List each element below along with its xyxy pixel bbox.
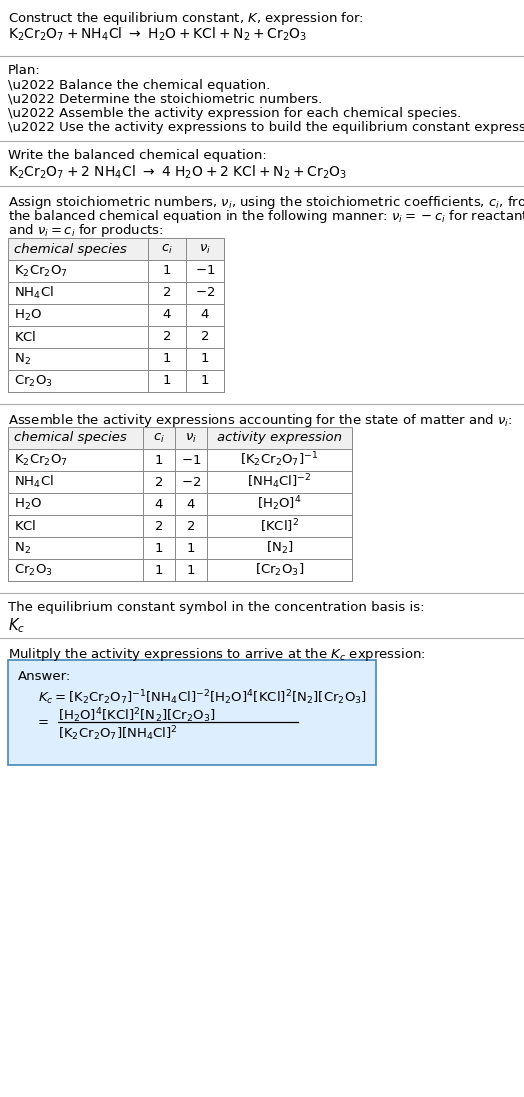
Text: 1: 1 (163, 264, 171, 278)
Text: Construct the equilibrium constant, $K$, expression for:: Construct the equilibrium constant, $K$,… (8, 10, 364, 27)
Text: $\mathrm{K_2Cr_2O_7}$: $\mathrm{K_2Cr_2O_7}$ (14, 263, 68, 279)
Text: $[\mathrm{H_2O}]^4$: $[\mathrm{H_2O}]^4$ (257, 495, 302, 513)
Text: $c_i$: $c_i$ (153, 431, 165, 444)
Bar (8, 660, 376, 765)
Text: chemical species: chemical species (14, 242, 127, 256)
Text: $\mathrm{Cr_2O_3}$: $\mathrm{Cr_2O_3}$ (14, 373, 53, 388)
Bar (8, 427, 352, 581)
Text: 1: 1 (155, 453, 163, 466)
Text: $\mathrm{K_2Cr_2O_7 + 2\ NH_4Cl\ \rightarrow\ 4\ H_2O + 2\ KCl + N_2 + Cr_2O_3}$: $\mathrm{K_2Cr_2O_7 + 2\ NH_4Cl\ \righta… (8, 163, 347, 181)
Text: $c_i$: $c_i$ (161, 242, 173, 256)
Text: 2: 2 (187, 520, 195, 532)
Text: 2: 2 (163, 286, 171, 299)
Text: Mulitply the activity expressions to arrive at the $K_c$ expression:: Mulitply the activity expressions to arr… (8, 646, 426, 663)
Text: \u2022 Use the activity expressions to build the equilibrium constant expression: \u2022 Use the activity expressions to b… (8, 121, 524, 134)
Text: \u2022 Assemble the activity expression for each chemical species.: \u2022 Assemble the activity expression … (8, 108, 461, 120)
Text: $-2$: $-2$ (195, 286, 215, 299)
Text: $[\mathrm{N_2}]$: $[\mathrm{N_2}]$ (266, 540, 293, 556)
Text: chemical species: chemical species (14, 431, 127, 444)
Text: $-1$: $-1$ (195, 264, 215, 278)
Bar (8, 427, 352, 449)
Text: \u2022 Determine the stoichiometric numbers.: \u2022 Determine the stoichiometric numb… (8, 93, 322, 106)
Text: $\mathrm{Cr_2O_3}$: $\mathrm{Cr_2O_3}$ (14, 563, 53, 577)
Text: =: = (38, 716, 49, 730)
Text: 1: 1 (155, 542, 163, 554)
Text: $[\mathrm{K_2Cr_2O_7}][\mathrm{NH_4Cl}]^2$: $[\mathrm{K_2Cr_2O_7}][\mathrm{NH_4Cl}]^… (58, 724, 178, 743)
Text: $K_c = [\mathrm{K_2Cr_2O_7}]^{-1} [\mathrm{NH_4Cl}]^{-2} [\mathrm{H_2O}]^4 [\mat: $K_c = [\mathrm{K_2Cr_2O_7}]^{-1} [\math… (38, 688, 367, 706)
Text: Write the balanced chemical equation:: Write the balanced chemical equation: (8, 149, 267, 162)
Text: $\mathrm{K_2Cr_2O_7 + NH_4Cl\ \rightarrow\ H_2O + KCl + N_2 + Cr_2O_3}$: $\mathrm{K_2Cr_2O_7 + NH_4Cl\ \rightarro… (8, 26, 307, 44)
Text: 1: 1 (163, 352, 171, 365)
Text: 1: 1 (187, 564, 195, 577)
Text: 1: 1 (187, 542, 195, 554)
Text: the balanced chemical equation in the following manner: $\nu_i = -c_i$ for react: the balanced chemical equation in the fo… (8, 208, 524, 225)
Text: 4: 4 (187, 498, 195, 510)
Text: 2: 2 (201, 330, 209, 343)
Text: Assemble the activity expressions accounting for the state of matter and $\nu_i$: Assemble the activity expressions accoun… (8, 412, 512, 429)
Text: 1: 1 (163, 374, 171, 387)
Bar (8, 238, 224, 260)
Text: $\nu_i$: $\nu_i$ (185, 431, 197, 444)
Text: 4: 4 (155, 498, 163, 510)
Text: \u2022 Balance the chemical equation.: \u2022 Balance the chemical equation. (8, 79, 270, 92)
Text: 2: 2 (155, 475, 163, 488)
Text: 2: 2 (155, 520, 163, 532)
Text: $\mathrm{K_2Cr_2O_7}$: $\mathrm{K_2Cr_2O_7}$ (14, 452, 68, 467)
Text: $\nu_i$: $\nu_i$ (199, 242, 211, 256)
Text: $\mathrm{KCl}$: $\mathrm{KCl}$ (14, 519, 37, 533)
Text: $\mathrm{H_2O}$: $\mathrm{H_2O}$ (14, 497, 42, 511)
Text: 1: 1 (201, 374, 209, 387)
Text: Plan:: Plan: (8, 64, 41, 77)
Text: 2: 2 (163, 330, 171, 343)
Bar (8, 238, 224, 392)
Text: 1: 1 (201, 352, 209, 365)
Text: $\mathrm{NH_4Cl}$: $\mathrm{NH_4Cl}$ (14, 285, 54, 301)
Text: $-1$: $-1$ (181, 453, 201, 466)
Text: 1: 1 (155, 564, 163, 577)
Text: and $\nu_i = c_i$ for products:: and $\nu_i = c_i$ for products: (8, 222, 163, 239)
Text: $[\mathrm{KCl}]^2$: $[\mathrm{KCl}]^2$ (260, 517, 299, 534)
Text: $K_c$: $K_c$ (8, 617, 25, 635)
Text: $[\mathrm{Cr_2O_3}]$: $[\mathrm{Cr_2O_3}]$ (255, 562, 304, 578)
Text: $\mathrm{NH_4Cl}$: $\mathrm{NH_4Cl}$ (14, 474, 54, 490)
Text: $-2$: $-2$ (181, 475, 201, 488)
Text: $\mathrm{H_2O}$: $\mathrm{H_2O}$ (14, 307, 42, 323)
Text: Answer:: Answer: (18, 670, 71, 683)
Text: $[\mathrm{K_2Cr_2O_7}]^{-1}$: $[\mathrm{K_2Cr_2O_7}]^{-1}$ (241, 451, 319, 470)
Text: $[\mathrm{NH_4Cl}]^{-2}$: $[\mathrm{NH_4Cl}]^{-2}$ (247, 473, 312, 491)
Text: 4: 4 (201, 308, 209, 321)
Text: Assign stoichiometric numbers, $\nu_i$, using the stoichiometric coefficients, $: Assign stoichiometric numbers, $\nu_i$, … (8, 194, 524, 211)
Text: $\mathrm{N_2}$: $\mathrm{N_2}$ (14, 541, 31, 555)
Text: The equilibrium constant symbol in the concentration basis is:: The equilibrium constant symbol in the c… (8, 601, 424, 614)
Text: activity expression: activity expression (217, 431, 342, 444)
Text: 4: 4 (163, 308, 171, 321)
Text: $\mathrm{N_2}$: $\mathrm{N_2}$ (14, 351, 31, 366)
Text: $\mathrm{KCl}$: $\mathrm{KCl}$ (14, 330, 37, 344)
Text: $[\mathrm{H_2O}]^4 [\mathrm{KCl}]^2 [\mathrm{N_2}][\mathrm{Cr_2O_3}]$: $[\mathrm{H_2O}]^4 [\mathrm{KCl}]^2 [\ma… (58, 706, 215, 725)
